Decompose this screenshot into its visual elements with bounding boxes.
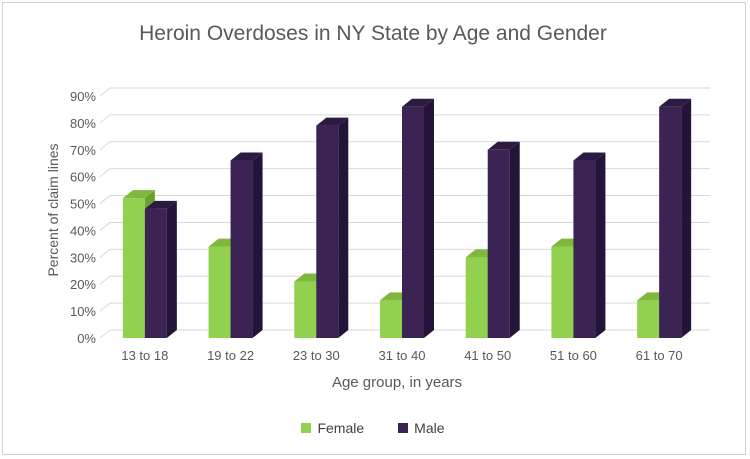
y-tick-label: 10% — [70, 304, 96, 319]
bar-front — [294, 281, 317, 338]
x-tick-label: 13 to 18 — [121, 348, 168, 363]
x-tick-label: 51 to 60 — [550, 348, 597, 363]
bar-top — [144, 200, 177, 209]
y-tick-label: 50% — [70, 197, 96, 212]
legend-item-male: Male — [398, 420, 445, 436]
y-tick-label: 80% — [70, 116, 96, 131]
y-axis-label: Percent of claim lines — [45, 143, 61, 276]
bar-side — [681, 98, 692, 338]
y-tick-label: 90% — [70, 89, 96, 104]
bar-male-5 — [573, 152, 606, 338]
bar-male-2 — [316, 117, 349, 338]
gridline-depth — [99, 195, 111, 204]
bar-front — [208, 246, 231, 338]
legend-label-female: Female — [317, 420, 365, 436]
bar-side — [252, 152, 263, 338]
legend-label-male: Male — [414, 420, 445, 436]
y-tick-label: 30% — [70, 250, 96, 265]
bar-side — [509, 141, 520, 338]
x-tick-label: 41 to 50 — [464, 348, 511, 363]
bar-front — [144, 208, 167, 338]
y-tick-label: 70% — [70, 143, 96, 158]
legend-item-female: Female — [301, 420, 364, 436]
bar-side — [338, 117, 349, 338]
x-tick-label: 61 to 70 — [636, 348, 683, 363]
bar-front — [316, 125, 339, 338]
gridline-depth — [99, 168, 111, 178]
bar-front — [551, 246, 574, 338]
bar-front — [380, 300, 402, 338]
bar-front — [402, 106, 424, 338]
gridline-depth — [99, 114, 111, 124]
bar-front — [122, 198, 145, 338]
legend-swatch-male — [398, 423, 409, 433]
x-tick-label: 19 to 22 — [207, 348, 254, 363]
bar-front — [659, 106, 682, 338]
bar-top — [402, 98, 434, 107]
bar-front — [465, 257, 488, 338]
gridline-depth — [99, 222, 111, 231]
x-axis-ticks: 13 to 18 19 to 22 23 to 30 31 to 40 41 to 50… — [121, 348, 682, 363]
x-axis-label: Age group, in years — [332, 374, 462, 391]
x-tick-label: 31 to 40 — [379, 348, 426, 363]
y-tick-label: 0% — [77, 331, 96, 346]
gridline-depth — [99, 87, 111, 97]
bar-front — [573, 160, 596, 338]
bar-side — [424, 98, 434, 338]
bar-male-0 — [144, 200, 177, 338]
bar-top — [122, 190, 155, 199]
legend-swatch-female — [301, 423, 312, 433]
legend: Female Male — [0, 420, 746, 436]
bar-front — [230, 160, 253, 338]
gridline-depth — [99, 141, 111, 151]
bar-top — [487, 141, 520, 150]
bars — [122, 98, 692, 338]
chart-title: Heroin Overdoses in NY State by Age and … — [139, 22, 607, 45]
y-tick-label: 40% — [70, 223, 96, 238]
y-axis-ticks: 0% 10% 20% 30% 40% 50% 60% 70% 80% 90% — [70, 89, 96, 346]
bar-male-6 — [659, 98, 692, 338]
bar-male-1 — [230, 152, 263, 338]
bar-male-4 — [487, 141, 520, 338]
gridline-depth — [99, 329, 111, 339]
gridline-depth — [99, 275, 111, 285]
y-tick-label: 20% — [70, 277, 96, 292]
gridline-depth — [99, 248, 111, 258]
bar-front — [487, 149, 510, 338]
bar-top — [573, 152, 606, 161]
x-tick-label: 23 to 30 — [293, 348, 340, 363]
bar-top — [230, 152, 263, 161]
bar-male-3 — [402, 98, 434, 338]
bar-top — [316, 117, 349, 126]
bar-top — [659, 98, 692, 107]
bar-side — [595, 152, 606, 338]
bar-side — [166, 200, 177, 338]
y-tick-label: 60% — [70, 170, 96, 185]
gridline-depth — [99, 302, 111, 312]
bar-front — [637, 300, 660, 338]
